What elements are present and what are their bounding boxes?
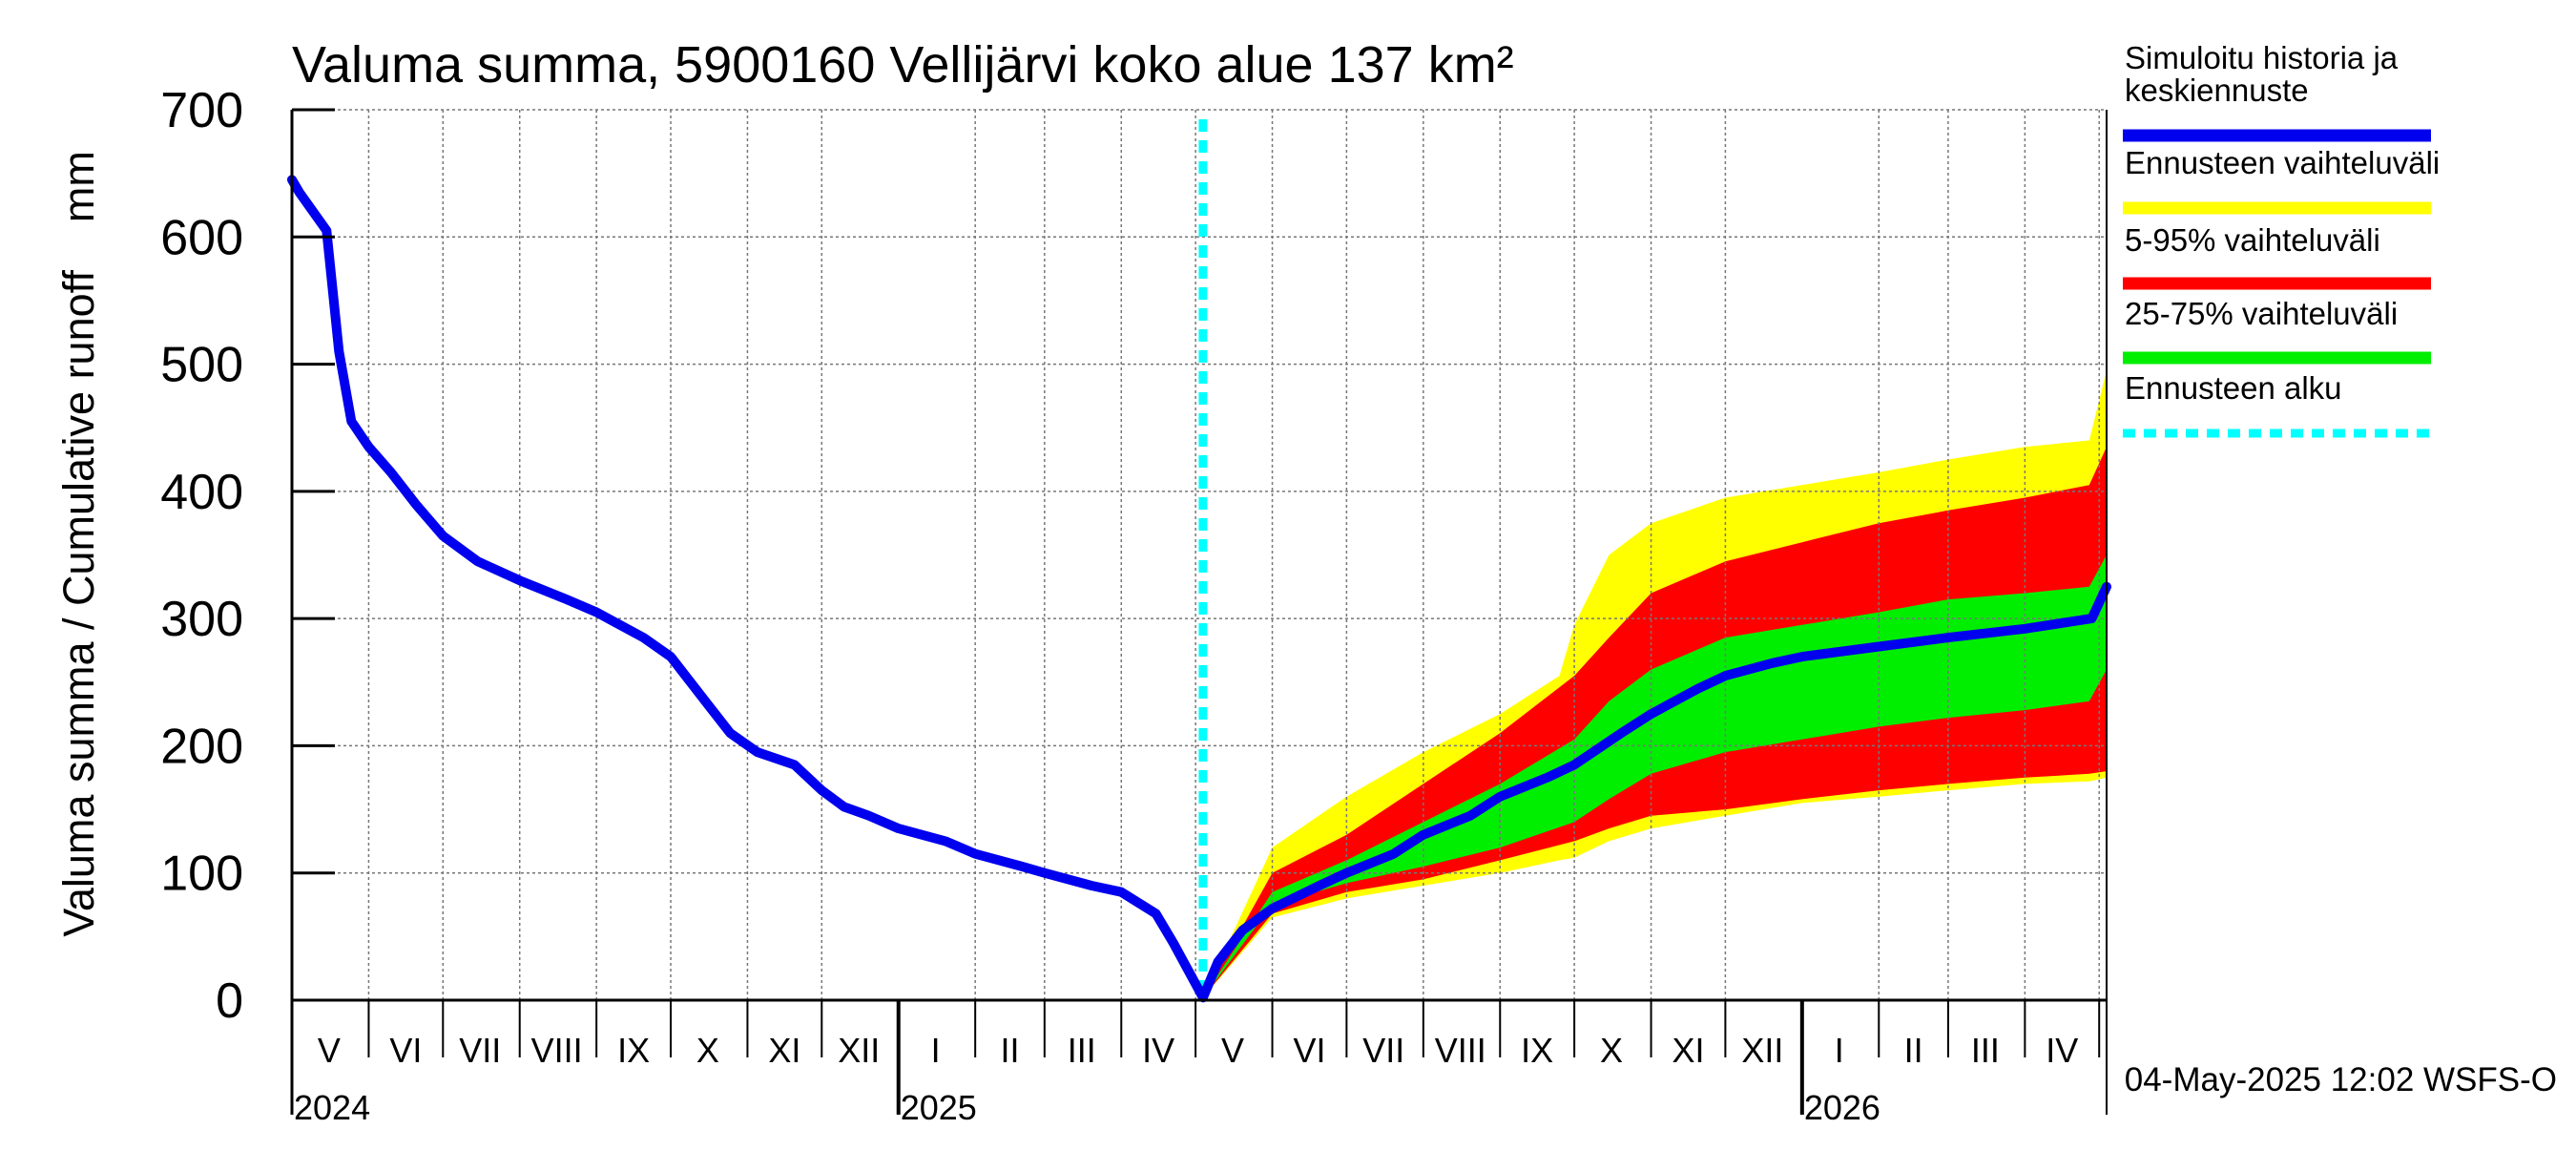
month-label: XI (1672, 1031, 1704, 1070)
month-label: X (696, 1031, 719, 1070)
y-tick-label: 700 (160, 83, 243, 138)
y-tick-label: 200 (160, 719, 243, 774)
month-label: II (1000, 1031, 1019, 1070)
month-label: VII (1362, 1031, 1404, 1070)
legend-label-line: Simuloitu historia ja (2125, 40, 2399, 75)
legend: Simuloitu historia ja keskiennuste Ennuste… (2123, 40, 2440, 438)
y-tick-label: 400 (160, 465, 243, 520)
month-label: VIII (531, 1031, 583, 1070)
band-p25-75 (1202, 554, 2107, 998)
month-label: IX (617, 1031, 650, 1070)
legend-label: Ennusteen alku (2125, 370, 2342, 406)
month-label: VII (459, 1031, 501, 1070)
month-label: V (1221, 1031, 1244, 1070)
legend-label: 25-75% vaihteluväli (2125, 296, 2398, 331)
grid-lines (292, 109, 2107, 1000)
legend-label: Simuloitu historia ja keskiennuste (2125, 40, 2399, 108)
month-label: VI (389, 1031, 422, 1070)
month-label: II (1904, 1031, 1923, 1070)
year-label: 2024 (294, 1088, 370, 1127)
chart-title: Valuma summa, 5900160 Vellijärvi koko al… (292, 36, 1514, 94)
month-label: XII (838, 1031, 880, 1070)
y-axis-label: Valuma summa / Cumulative runoff mm (54, 151, 103, 937)
month-label: IX (1521, 1031, 1553, 1070)
month-label: V (318, 1031, 341, 1070)
legend-label: Ennusteen vaihteluväli (2125, 145, 2440, 180)
legend-label-line: keskiennuste (2125, 73, 2309, 108)
y-tick-label: 600 (160, 210, 243, 265)
year-label: 2026 (1804, 1088, 1880, 1127)
series-line-simulated (287, 175, 2111, 1003)
month-label: I (1835, 1031, 1844, 1070)
month-label: XI (768, 1031, 800, 1070)
y-tick-label: 500 (160, 338, 243, 393)
year-label: 2025 (901, 1088, 977, 1127)
forecast-bands (1202, 370, 2107, 998)
month-label: IV (2046, 1031, 2078, 1070)
month-label: I (931, 1031, 941, 1070)
series-lines (287, 119, 2111, 1003)
legend-label-line: 25-75% vaihteluväli (2125, 296, 2398, 331)
y-tick-label: 100 (160, 847, 243, 902)
month-label: XII (1741, 1031, 1783, 1070)
month-label: VI (1293, 1031, 1325, 1070)
month-label: IV (1142, 1031, 1174, 1070)
legend-label: 5-95% vaihteluväli (2125, 222, 2380, 258)
month-label: X (1600, 1031, 1623, 1070)
legend-label-line: Ennusteen alku (2125, 370, 2342, 406)
legend-label-line: Ennusteen vaihteluväli (2125, 145, 2440, 180)
month-label: III (1068, 1031, 1096, 1070)
timestamp: 04-May-2025 12:02 WSFS-O (2125, 1061, 2557, 1098)
legend-label-line: 5-95% vaihteluväli (2125, 222, 2380, 258)
y-tick-label: 300 (160, 592, 243, 647)
y-tick-label: 0 (216, 973, 243, 1029)
month-label: III (1971, 1031, 2000, 1070)
month-label: VIII (1435, 1031, 1486, 1070)
